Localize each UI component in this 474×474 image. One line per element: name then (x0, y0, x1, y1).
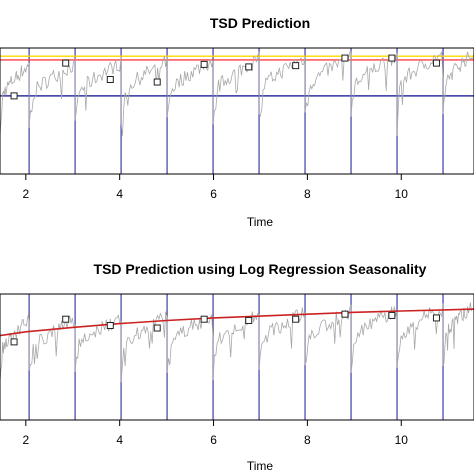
chart-panel-log-regression: TSD Prediction using Log Regression Seas… (0, 261, 474, 473)
x-axis-label: Time (247, 215, 274, 229)
chart-title: TSD Prediction (210, 15, 310, 31)
trend-line (0, 308, 474, 337)
prediction-marker (106, 322, 114, 329)
x-tick-label: 10 (395, 433, 409, 447)
period-lines (28, 48, 444, 174)
prediction-marker (432, 59, 440, 67)
x-tick-label: 6 (210, 433, 217, 447)
prediction-marker (388, 54, 396, 62)
prediction-marker (10, 92, 18, 100)
x-tick-label: 4 (116, 187, 123, 201)
prediction-marker (388, 311, 396, 319)
series-line (0, 302, 474, 383)
x-tick-label: 10 (395, 187, 409, 201)
prediction-marker (341, 54, 349, 62)
prediction-marker (200, 60, 208, 68)
x-tick-label: 4 (116, 433, 123, 447)
series-line (0, 51, 474, 137)
prediction-marker (245, 316, 253, 324)
prediction-marker (106, 76, 114, 83)
log-regression-trend (0, 308, 474, 337)
x-tick-label: 8 (304, 187, 311, 201)
chart-title: TSD Prediction using Log Regression Seas… (94, 261, 427, 277)
x-axis-ticks: 2 4 6 8 10 (22, 420, 408, 447)
x-tick-label: 8 (304, 433, 311, 447)
x-axis-label: Time (247, 459, 274, 473)
prediction-markers (10, 310, 440, 346)
observed-series (0, 302, 474, 383)
prediction-marker (153, 324, 161, 332)
plot-frame (0, 47, 474, 175)
prediction-marker (10, 338, 18, 346)
observed-series (0, 51, 474, 137)
chart-panel-tsd-prediction: TSD Prediction 2 4 6 8 10 Time (0, 15, 474, 229)
prediction-marker (200, 315, 208, 323)
prediction-marker (153, 78, 161, 86)
prediction-marker (292, 62, 300, 70)
x-tick-label: 6 (210, 187, 217, 201)
prediction-marker (62, 315, 70, 323)
prediction-marker (292, 315, 300, 323)
prediction-marker (62, 59, 70, 67)
prediction-marker (341, 310, 349, 318)
x-tick-label: 2 (22, 433, 29, 447)
x-tick-label: 2 (22, 187, 29, 201)
prediction-marker (432, 314, 440, 322)
plot-frame (0, 293, 474, 421)
prediction-marker (245, 63, 253, 71)
x-axis-ticks: 2 4 6 8 10 (22, 174, 408, 201)
period-lines (28, 294, 444, 420)
prediction-markers (10, 54, 440, 100)
